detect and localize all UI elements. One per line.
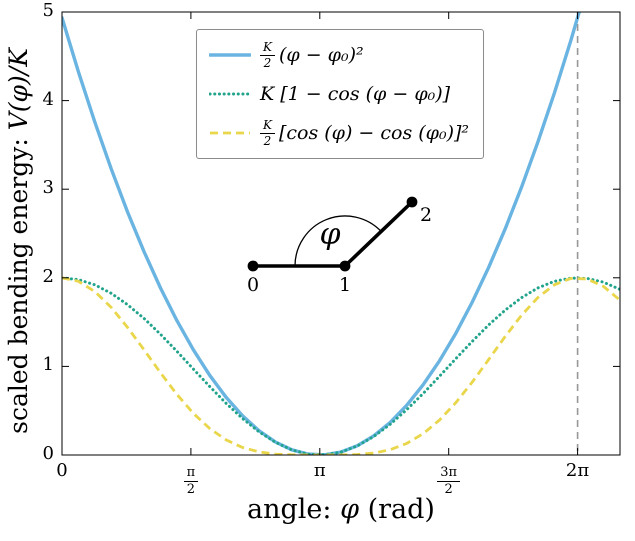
bead-0 [247,260,259,272]
curve-cosine [62,276,620,455]
legend-sample-line [209,53,251,57]
y-axis-label: scaled bending energy: V(φ)/K [4,12,33,470]
angle-inset-diagram: φ 0 1 2 [247,196,432,296]
inset-bead1-label: 1 [339,274,351,296]
y-axis-label-math: V(φ)/K [4,48,33,131]
legend-entry-cos-squared: K 2 [cos (φ) − cos (φ₀)]² [209,115,469,151]
legend-label-cos-squared: K 2 [cos (φ) − cos (φ₀)]² [260,118,469,149]
x-axis-label: angle: φ (rad) [62,494,620,525]
x-axis-label-prefix: angle: [247,494,332,525]
legend-sample-line [210,131,250,135]
bond-1-2 [343,200,414,268]
fraction-numerator: K [260,118,275,134]
x-axis-label-math: φ [340,494,360,525]
legend-sample-line [209,92,251,96]
legend-label-text: [cos (φ) − cos (φ₀)]² [278,122,470,144]
fraction: K 2 [260,118,275,149]
legend-entry-cosine: K [1 − cos (φ − φ₀)] [209,76,469,112]
legend-entry-harmonic: K 2 (φ − φ₀)² [209,37,469,73]
y-axis-label-prefix: scaled bending energy: [4,138,33,434]
x-axis-label-suffix: (rad) [367,494,435,525]
bead-2 [406,196,418,208]
inset-phi-label: φ [319,217,340,252]
curve-cos-squared [62,276,620,455]
bead-1 [339,260,351,272]
fraction-denominator: 2 [263,55,272,70]
axes-frame [61,11,621,456]
legend-label-text: (φ − φ₀)² [278,44,364,66]
angle-arc [294,215,382,267]
fraction-numerator: K [260,40,275,56]
inset-bead2-label: 2 [420,204,432,226]
fraction: K 2 [260,40,275,71]
legend-label-text: K [1 − cos (φ − φ₀)] [260,83,451,105]
legend: K 2 (φ − φ₀)² K [1 − cos (φ − φ₀)] K 2 [196,29,485,159]
legend-label-cosine: K [1 − cos (φ − φ₀)] [260,83,450,105]
fraction-denominator: 2 [263,133,272,148]
legend-label-harmonic: K 2 (φ − φ₀)² [260,40,364,71]
inset-bead0-label: 0 [247,274,259,296]
